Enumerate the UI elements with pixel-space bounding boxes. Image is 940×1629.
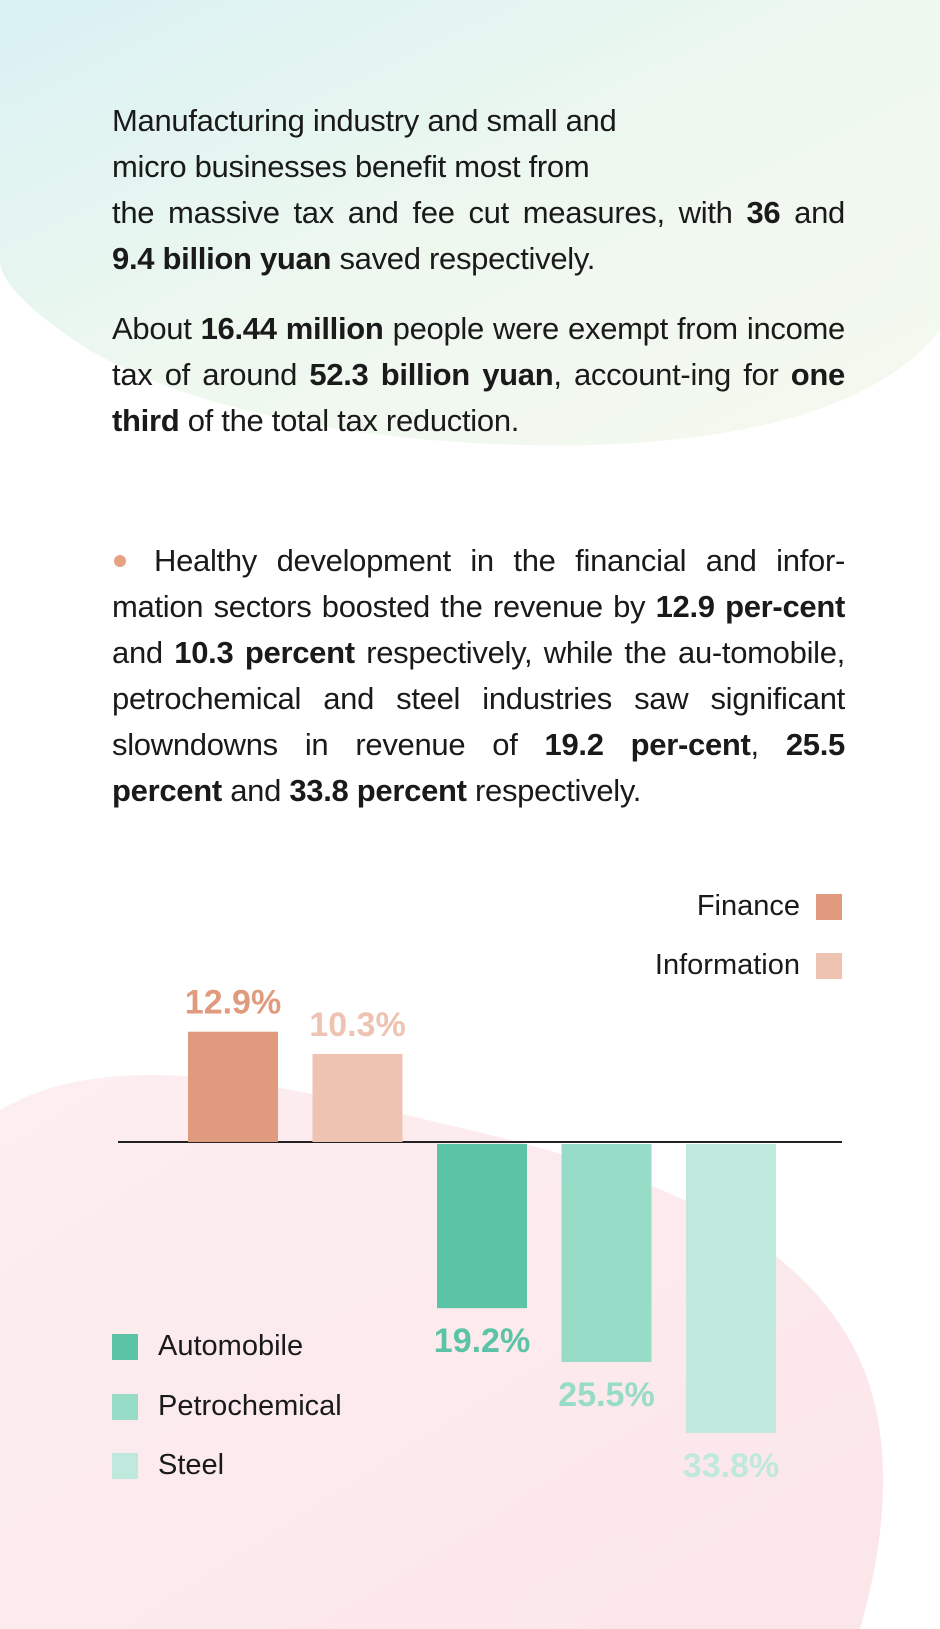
bar-petrochemical <box>561 1144 652 1363</box>
p1-text: saved respectively. <box>331 241 596 276</box>
legend-item-steel: Steel <box>112 1449 224 1482</box>
bar-information <box>312 1053 403 1142</box>
p3-text: and <box>221 773 290 808</box>
legend-label-petrochemical: Petrochemical <box>158 1390 342 1422</box>
p2-text: About <box>112 311 201 346</box>
p3-text: respectively, while the au-tomobile, pet… <box>112 635 845 762</box>
legend-label-steel: Steel <box>158 1449 225 1481</box>
data-label-finance: 12.9% <box>185 984 281 1022</box>
legend-label-finance: Finance <box>696 890 800 922</box>
paragraph-tax-cut: Manufacturing industry and small and mic… <box>112 98 845 282</box>
data-label-information: 10.3% <box>309 1006 405 1044</box>
legend-item-information: Information <box>655 949 842 982</box>
p1-value-36: 36 <box>746 195 781 230</box>
paragraph-income-tax: About 16.44 million people were exempt f… <box>112 306 845 444</box>
data-label-automobile: 19.2% <box>434 1322 530 1360</box>
legend-swatch-finance <box>816 893 842 920</box>
legend-swatch-petrochemical <box>112 1393 138 1420</box>
legend-swatch-steel <box>112 1452 138 1479</box>
p2-text: , account-ing for <box>553 357 791 392</box>
bar-steel <box>686 1144 776 1433</box>
p2-text: of the total tax reduction. <box>179 403 520 438</box>
bar-finance <box>188 1031 278 1142</box>
bar-automobile <box>437 1144 527 1309</box>
legend-item-petrochemical: Petrochemical <box>112 1390 342 1423</box>
p3-value-automobile: 19.2 per-cent <box>544 727 751 762</box>
p2-value-yuan: 52.3 billion yuan <box>309 357 554 392</box>
bullet-dot <box>114 555 126 567</box>
p1-text: and <box>780 195 845 230</box>
p3-text: and <box>112 635 175 670</box>
paragraph-revenue: Healthy development in the financial and… <box>112 538 845 814</box>
p3-text: Healthy development in the financial and… <box>112 543 845 624</box>
p3-value-finance: 12.9 per-cent <box>655 589 846 624</box>
legend-swatch-information <box>816 952 842 979</box>
p1-text: the massive tax and fee cut measures, wi… <box>112 195 747 230</box>
p3-value-petrochemical: 25.5 percent <box>112 727 845 808</box>
legend-item-finance: Finance <box>697 890 842 923</box>
data-label-petrochemical: 25.5% <box>558 1376 654 1414</box>
p1-value-9-4: 9.4 billion yuan <box>112 241 332 276</box>
p3-text: , <box>750 727 786 762</box>
p2-value-third: one third <box>112 357 845 438</box>
p2-text: people were exempt from income tax of ar… <box>112 311 846 392</box>
legend-label-information: Information <box>654 949 800 981</box>
p1-line1: Manufacturing industry and small and <box>112 103 617 138</box>
data-label-steel: 33.8% <box>683 1447 779 1485</box>
p3-text: respectively. <box>466 773 642 808</box>
p2-value-people: 16.44 million <box>200 311 384 346</box>
bottom-blob <box>0 1074 884 1629</box>
p3-value-information: 10.3 percent <box>174 635 355 670</box>
legend-swatch-automobile <box>112 1333 138 1360</box>
top-blob <box>0 0 940 446</box>
p1-line2: micro businesses benefit most from <box>112 149 590 184</box>
p3-value-steel: 33.8 percent <box>289 773 467 808</box>
legend-label-automobile: Automobile <box>158 1330 304 1362</box>
legend-item-automobile: Automobile <box>112 1330 303 1363</box>
